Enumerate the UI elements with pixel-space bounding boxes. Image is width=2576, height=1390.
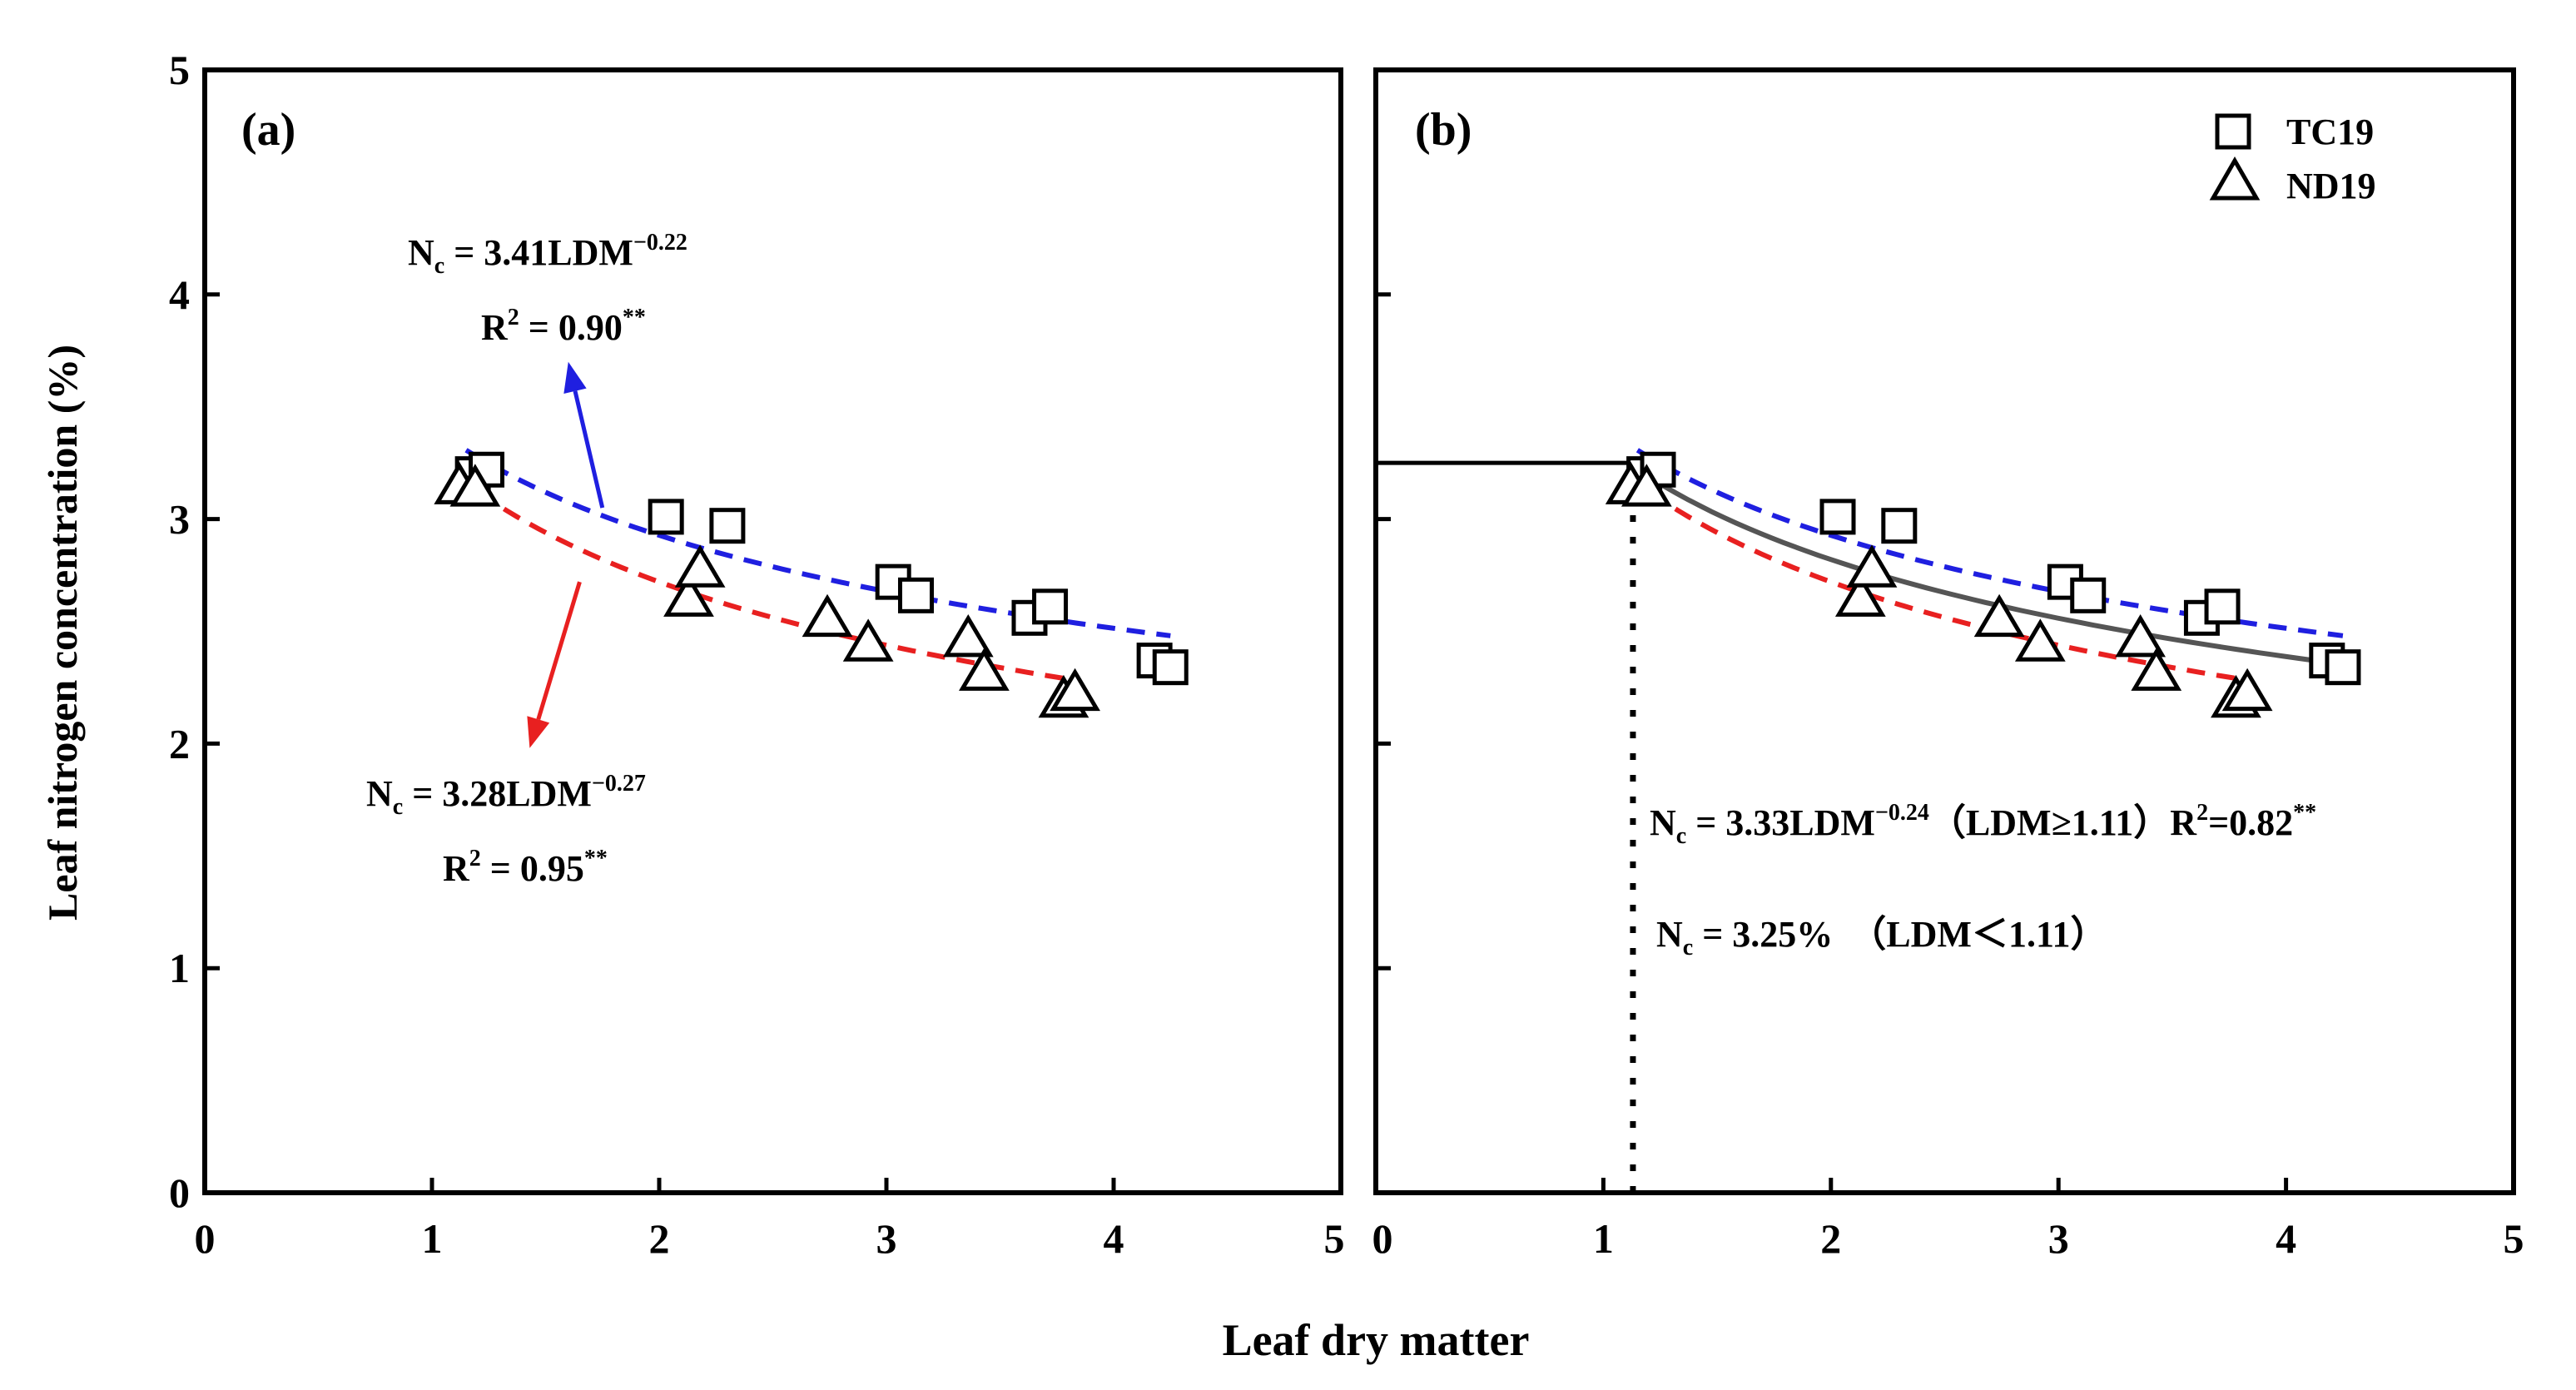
panel-a-arrows — [527, 361, 605, 748]
y-tick-label: 0 — [169, 1169, 190, 1216]
tc19-point — [1819, 499, 1856, 535]
y-axis-label: Leaf nitrogen concentration (%) — [39, 345, 86, 921]
x-tick-label: 4 — [1104, 1215, 1124, 1262]
red-arrow-shaft — [536, 581, 582, 721]
legend-square-marker — [2215, 113, 2251, 150]
tc19-point — [1032, 588, 1069, 625]
nd19-point — [663, 573, 714, 617]
panel-b: 0 1 2 3 4 5 (b) TC19 ND19 Nc = 3.33LDM−0.24（L… — [1372, 67, 2524, 1262]
nd19-point — [1973, 593, 2025, 638]
legend: TC19 ND19 — [2209, 112, 2376, 206]
tc19-point — [2204, 588, 2241, 625]
legend-triangle-marker — [2209, 156, 2261, 201]
pooled-fit-curve — [1626, 461, 2344, 668]
panel-b-label: (b) — [1415, 104, 1472, 156]
red-arrow-head — [527, 716, 550, 748]
nd19-point — [842, 618, 894, 662]
x-tick-label: 5 — [2504, 1215, 2524, 1262]
blue-arrow-head — [563, 361, 587, 394]
tc19-point — [648, 499, 684, 535]
y-tick-label: 5 — [169, 47, 190, 93]
y-tick-label: 3 — [169, 496, 190, 543]
tc19-point — [897, 577, 934, 613]
nd19-point — [1834, 573, 1886, 617]
nd19-point — [2115, 613, 2167, 658]
panel-a-ticks: 0 1 2 3 4 5 0 1 2 3 4 5 — [169, 47, 1345, 1262]
panel-a-points — [434, 451, 1189, 718]
legend-label-nd19: ND19 — [2286, 166, 2376, 206]
panel-b-equation-2: Nc = 3.25% （LDM＜1.11） — [1656, 914, 2107, 961]
x-tick-label: 2 — [649, 1215, 670, 1262]
panel-a-red-equation: Nc = 3.28LDM−0.27 — [366, 771, 646, 820]
panel-a: 0 1 2 3 4 5 0 1 2 3 4 5 (a) Nc = 3.41LDM−0.22 R2 = … — [169, 47, 1345, 1262]
y-tick-label: 4 — [169, 271, 190, 318]
panel-a-frame — [202, 67, 1343, 1195]
panel-a-blue-equation: Nc = 3.41LDM−0.22 — [408, 230, 687, 279]
panel-a-red-r2: R2 = 0.95** — [443, 846, 608, 889]
x-tick-label: 1 — [422, 1215, 443, 1262]
x-axis-label: Leaf dry matter — [1223, 1315, 1530, 1365]
nd19-point — [1846, 544, 1898, 588]
panel-b-frame — [1373, 67, 2516, 1195]
panel-b-equation-1: Nc = 3.33LDM−0.24（LDM≥1.11）R2=0.82** — [1650, 800, 2316, 849]
nd19-point — [449, 464, 501, 507]
x-tick-label: 0 — [1372, 1215, 1393, 1262]
x-tick-label: 2 — [1820, 1215, 1841, 1262]
nd19-point — [1050, 668, 1100, 712]
panel-a-blue-r2: R2 = 0.90** — [481, 305, 646, 348]
legend-label-tc19: TC19 — [2286, 112, 2374, 152]
tc19-point — [2070, 577, 2107, 613]
x-tick-label: 4 — [2276, 1215, 2296, 1262]
nd19-point — [2221, 668, 2273, 712]
panel-a-label: (a) — [241, 104, 295, 156]
nd19-point — [942, 613, 994, 658]
panel-b-points — [1605, 451, 2361, 718]
nd19-point — [1621, 464, 1672, 507]
tc19-point — [1881, 508, 1918, 544]
x-tick-label: 1 — [1593, 1215, 1614, 1262]
panel-b-fits — [1624, 448, 2344, 683]
panel-b-lines — [1376, 460, 1636, 1193]
blue-arrow-shaft — [573, 390, 605, 509]
nd19-point — [802, 593, 853, 638]
x-tick-label: 0 — [195, 1215, 216, 1262]
nd19-point — [959, 648, 1010, 691]
panel-b-ticks: 0 1 2 3 4 5 — [1372, 292, 2524, 1262]
y-tick-label: 1 — [169, 945, 190, 991]
tc19-point — [1152, 649, 1189, 686]
tc19-point — [2325, 649, 2361, 686]
nd19-point — [2014, 618, 2066, 662]
nd19-fit-curve — [1624, 473, 2253, 683]
x-tick-label: 5 — [1324, 1215, 1345, 1262]
x-tick-label: 3 — [2048, 1215, 2069, 1262]
tc19-point — [709, 508, 746, 544]
x-tick-label: 3 — [876, 1215, 897, 1262]
nd19-point — [2131, 648, 2182, 691]
nd19-point — [674, 544, 726, 588]
nd19-fit-curve — [453, 473, 1080, 683]
y-tick-label: 2 — [169, 720, 190, 767]
